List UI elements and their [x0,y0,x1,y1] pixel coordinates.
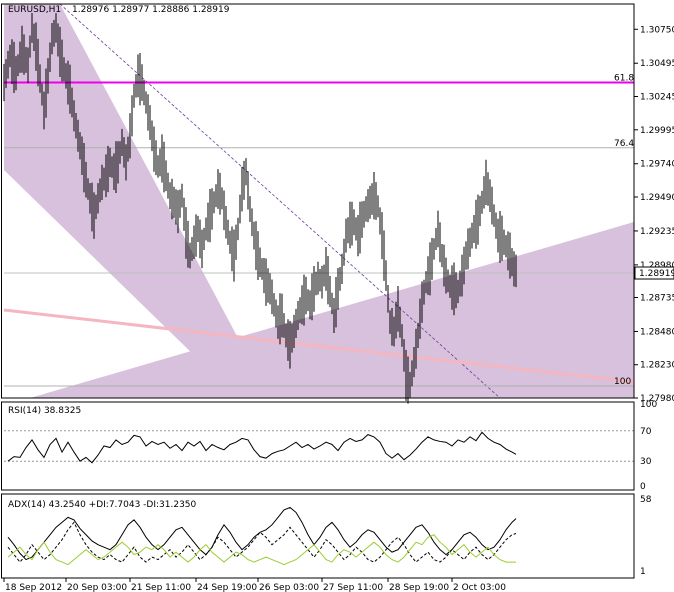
price-tick-label: 1.29235 [640,227,674,237]
price-tick-label: 1.29995 [640,126,674,136]
price-tick-label: 1.28735 [640,294,674,304]
axes: 1.30750 1.30495 1.30245 1.29995 1.29740 1.294… [1,3,674,592]
rsi-tick-label: 30 [640,457,652,467]
price-tick-label: 1.29740 [640,160,674,170]
horizontal-levels: 61.8 76.4 100 [4,74,634,387]
panel-frame [1,3,635,399]
fib-level-label: 76.4 [614,139,634,149]
price-tick-label: 1.27980 [640,394,674,404]
descending-channel [4,4,270,398]
time-tick-label: 21 Sep 11:00 [131,583,191,592]
adx-header: ADX(14) 43.2540 +DI:7.7043 -DI:31.2350 [8,500,197,510]
price-tick-label: 1.28980 [640,261,674,271]
channel-dashed-line [59,3,501,399]
rsi-line [7,431,517,464]
rsi-panel: 100 70 30 0 [4,400,657,492]
adx-series-adx [7,506,517,561]
current-price-box [634,266,674,280]
price-tick-label: 1.29490 [640,193,674,203]
adx-series-di [7,534,516,566]
fib-level-label: 61.8 [614,74,634,84]
price-tick-label: 1.30495 [640,59,674,69]
time-tick-label: 27 Sep 11:00 [323,583,383,592]
adx-tick-label: 1 [640,567,646,577]
fib-level-label: 100 [614,377,631,387]
price-tick-label: 1.30245 [640,93,674,103]
time-tick-label: 28 Sep 19:00 [389,583,449,592]
rsi-header: RSI(14) 38.8325 [8,406,81,416]
price-bars [3,13,517,404]
panel-frame [1,493,635,579]
ohlc-label: 1.28976 1.28977 1.28886 1.28919 [72,5,230,15]
rsi-tick-label: 70 [640,427,652,437]
rsi-tick-label: 0 [640,482,646,492]
pink-trendline [3,308,635,384]
panel-frame [1,401,635,491]
rising-channel-body [392,222,634,398]
time-tick-label: 24 Sep 19:00 [197,583,257,592]
adx-tick-label: 58 [640,495,652,505]
price-tick-label: 1.28480 [640,327,674,337]
time-tick-label: 20 Sep 03:00 [67,583,127,592]
time-tick-label: 18 Sep 2012 [5,583,62,592]
rsi-tick-label: 100 [640,400,657,410]
time-tick-label: 26 Sep 03:00 [259,583,319,592]
price-tick-label: 1.28230 [640,361,674,371]
adx-series-di [7,521,517,563]
current-price-label: 1.28919 [639,269,674,279]
price-tick-label: 1.30750 [640,25,674,35]
time-tick-label: 2 Oct 03:00 [453,583,506,592]
adx-panel: 58 1 [7,495,652,577]
symbol-label: EURUSD,H1 [8,5,61,15]
